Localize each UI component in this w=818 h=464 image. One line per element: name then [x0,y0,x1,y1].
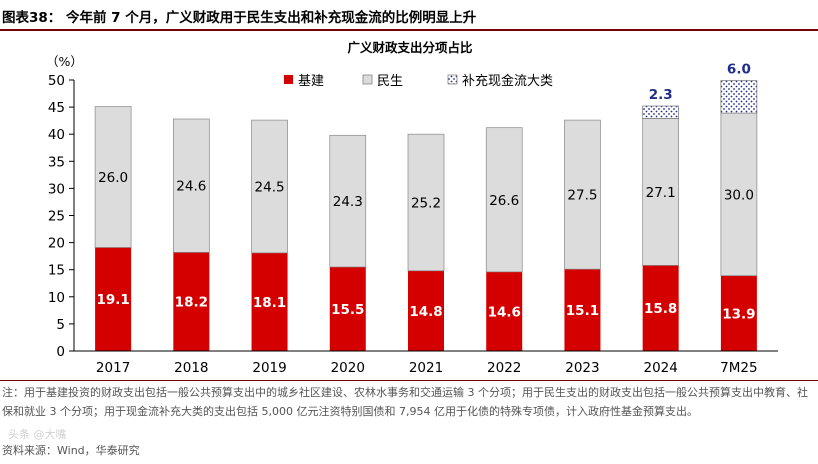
data-label-infra: 15.5 [331,302,364,318]
y-tick-label: 35 [48,154,65,170]
chart-title: 广义财政支出分项占比 [347,40,473,55]
bar-infra [564,269,601,351]
y-tick-label: 20 [48,236,65,252]
legend-swatch-cash [447,74,458,85]
footnote: 注：用于基建投资的财政支出包括一般公共预算支出中的城乡社区建设、农林水事务和交通… [2,386,808,418]
x-tick-label: 7M25 [720,360,757,376]
data-label-livelihood: 26.6 [489,193,519,209]
y-tick-label: 10 [48,290,65,306]
bar-livelihood [172,118,210,253]
stacked-bar-chart: 广义财政支出分项占比 （%） 0 5 10 15 20 25 30 35 40 45 50 19.1… [46,40,778,376]
data-label-livelihood: 27.1 [646,185,676,201]
bar-infra [720,275,757,351]
data-label-infra: 14.8 [409,304,442,320]
y-tick-label: 45 [48,100,65,116]
bar-infra [408,270,444,351]
data-label-livelihood: 24.3 [333,194,363,210]
legend-label-infra: 基建 [298,74,324,89]
legend-swatch-infra [284,75,293,84]
y-tick-label: 15 [48,263,65,279]
data-label-livelihood: 24.5 [255,180,285,196]
bar-livelihood [720,112,758,277]
x-tick-label: 2021 [409,360,443,376]
title-rule [0,29,818,31]
data-label-infra: 19.1 [96,292,129,308]
x-tick-label: 2020 [331,360,365,376]
legend-label-cash: 补充现金流大类 [462,73,553,89]
bar-livelihood [642,118,680,266]
data-label-infra: 15.1 [566,303,599,319]
x-tick-label: 2023 [565,360,599,376]
y-tick-label: 25 [48,209,65,225]
source-note: 资料来源：Wind，华泰研究 [2,444,140,457]
y-axis: 0 5 10 15 20 25 30 35 40 45 50 [48,73,75,360]
bar-livelihood [407,133,445,272]
x-tick-label: 2022 [487,360,521,376]
y-tick-label: 40 [48,127,65,143]
x-tick-label: 2018 [174,360,208,376]
bar-livelihood [94,106,132,248]
x-axis: 2017 2018 2019 2020 2021 2022 2023 2024 7M25 [74,350,778,376]
y-tick-label: 5 [56,317,65,333]
data-label-livelihood: 27.5 [567,188,597,204]
data-label-livelihood: 30.0 [724,187,754,203]
y-tick-label: 0 [56,344,65,360]
bar-cash [720,80,758,114]
data-label-infra: 18.1 [253,295,286,311]
data-label-infra: 18.2 [175,295,208,311]
data-label-cash: 2.3 [649,87,673,103]
bar-cash [642,105,680,119]
bar-infra [329,266,366,351]
legend-swatch-livelihood [362,74,373,85]
bar-infra [251,252,288,351]
x-tick-label: 2019 [252,360,286,376]
x-tick-label: 2024 [643,360,677,376]
x-tick-label: 2017 [96,360,130,376]
legend: 基建 民生 补充现金流大类 [284,73,553,89]
data-label-infra: 15.8 [644,301,677,317]
bar-infra [173,252,210,351]
data-label-infra: 14.6 [488,304,521,320]
bars-group: 19.1 26.0 18.2 24.6 18.1 24.5 15.5 24.3 14.8 25.2… [94,62,758,351]
y-axis-unit-label: （%） [46,54,83,69]
bar-livelihood [251,119,288,254]
data-label-livelihood: 25.2 [411,195,441,211]
watermark: 头条 @大嘴 [8,428,67,441]
bar-infra [95,247,132,351]
bar-livelihood [329,134,367,268]
data-label-cash: 6.0 [727,62,751,78]
bar-infra [486,271,523,351]
figure-title: 图表38： 今年前 7 个月，广义财政用于民生支出和补充现金流的比例明显上升 [2,10,477,26]
bar-livelihood [485,127,523,273]
legend-label-livelihood: 民生 [377,74,403,89]
y-tick-label: 50 [48,73,65,89]
footer-rule [0,380,818,381]
data-label-infra: 13.9 [722,306,755,322]
bar-infra [642,265,679,351]
data-label-livelihood: 26.0 [98,170,128,186]
data-label-livelihood: 24.6 [176,179,206,195]
bar-livelihood [564,119,601,270]
y-tick-label: 30 [48,181,65,197]
